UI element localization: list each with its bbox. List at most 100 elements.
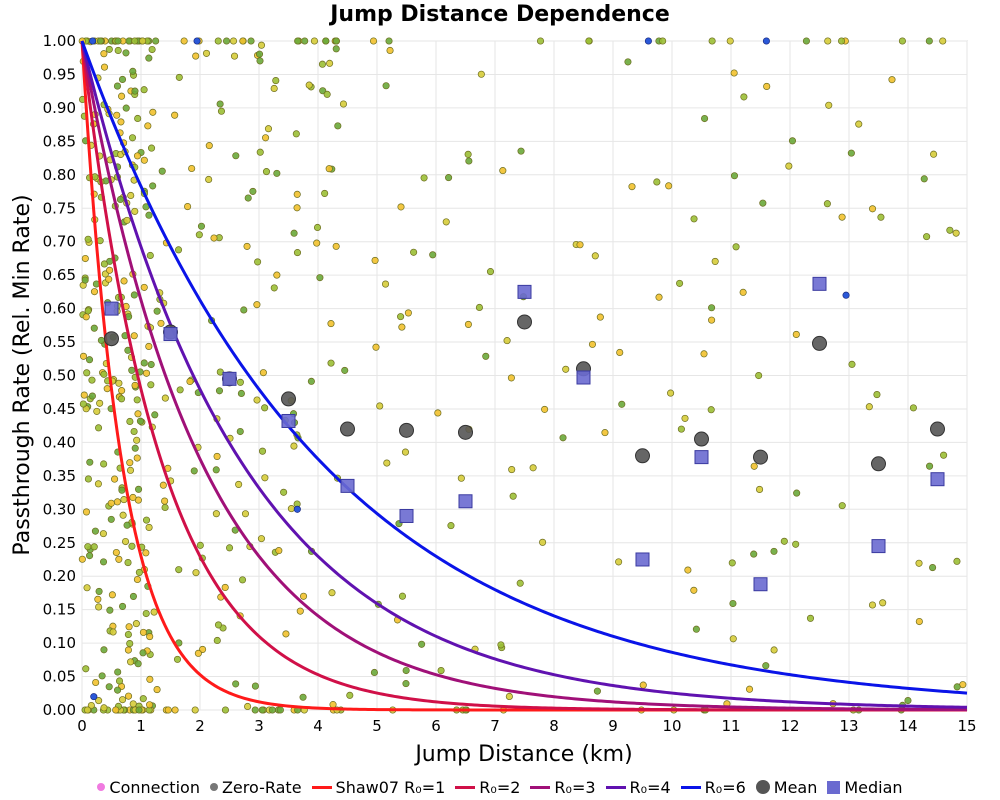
legend-label: R₀=4 <box>629 777 671 797</box>
y-tick-label: 0.55 <box>43 333 76 351</box>
scatter-point <box>499 167 507 175</box>
scatter-point <box>112 706 120 714</box>
scatter-point <box>193 37 201 45</box>
legend-item: Mean <box>755 778 817 797</box>
scatter-point <box>98 672 106 680</box>
scatter-point <box>920 175 928 183</box>
x-tick-label: 15 <box>957 717 976 735</box>
y-tick-label: 0.30 <box>43 500 76 518</box>
legend-label: Median <box>844 777 903 797</box>
scatter-point <box>508 466 516 474</box>
scatter-point <box>802 37 810 45</box>
scatter-point <box>562 365 570 373</box>
median-marker <box>340 478 355 493</box>
scatter-point <box>82 665 90 673</box>
scatter-point <box>299 592 308 600</box>
scatter-point <box>824 37 832 45</box>
scatter-point <box>240 306 248 314</box>
scatter-point <box>398 323 406 331</box>
scatter-point <box>503 337 511 345</box>
scatter-point <box>157 319 165 327</box>
scatter-point <box>953 557 961 565</box>
y-tick-label: 0.45 <box>43 400 76 418</box>
scatter-point <box>728 559 736 567</box>
scatter-point <box>692 625 700 633</box>
scatter-point <box>332 242 340 250</box>
scatter-point <box>151 411 159 419</box>
scatter-point <box>457 474 465 482</box>
scatter-point <box>293 204 301 212</box>
scatter-point <box>140 359 148 367</box>
scatter-point <box>238 576 247 584</box>
scatter-point <box>708 304 716 312</box>
scatter-point <box>402 666 410 675</box>
scatter-point <box>371 256 379 264</box>
legend-item: R₀=4 <box>605 777 671 797</box>
scatter-point <box>131 381 139 389</box>
scatter-point <box>243 242 251 250</box>
curve-line <box>80 40 968 695</box>
scatter-point <box>249 187 257 195</box>
scatter-point <box>96 37 104 45</box>
scatter-point <box>325 165 333 173</box>
scatter-point <box>128 542 136 550</box>
legend-symbol <box>455 785 476 789</box>
scatter-point <box>88 376 96 384</box>
median-marker <box>517 284 532 299</box>
scatter-point <box>109 628 117 636</box>
scatter-point <box>95 424 103 432</box>
x-tick-label: 6 <box>431 717 441 735</box>
scatter-point <box>135 706 143 714</box>
scatter-point <box>106 266 114 274</box>
scatter-point <box>146 701 154 709</box>
scatter-point <box>823 200 831 208</box>
mean-marker <box>399 422 414 438</box>
scatter-point <box>244 194 252 202</box>
scatter-point <box>127 191 135 200</box>
scatter-point <box>326 59 334 67</box>
scatter-point <box>239 37 247 45</box>
scatter-point <box>293 505 301 513</box>
mean-marker <box>635 448 650 464</box>
scatter-point <box>216 100 224 108</box>
legend-item: Median <box>827 777 903 797</box>
x-axis-title: Jump Distance (km) <box>413 742 632 767</box>
scatter-point <box>655 293 663 301</box>
scatter-point <box>376 402 384 410</box>
scatter-point <box>111 475 119 483</box>
scatter-point <box>711 257 719 265</box>
y-axis-title: Passthrough Rate (Rel. Min Rate) <box>10 194 35 555</box>
scatter-point <box>107 499 115 507</box>
scatter-point <box>95 697 103 705</box>
mean-marker <box>694 431 709 447</box>
y-tick-label: 0.35 <box>43 467 76 485</box>
scatter-point <box>145 54 153 62</box>
scatter-point <box>272 77 280 85</box>
scatter-point <box>529 464 537 472</box>
median-marker <box>222 371 237 386</box>
scatter-point <box>149 108 157 116</box>
median-marker <box>812 276 827 291</box>
x-tick-label: 3 <box>254 717 264 735</box>
scatter-point <box>316 274 324 282</box>
scatter-point <box>194 649 202 657</box>
scatter-point <box>732 243 740 251</box>
scatter-point <box>939 37 947 45</box>
scatter-point <box>868 205 877 213</box>
y-tick-label: 0.50 <box>43 367 76 385</box>
scatter-point <box>133 152 142 160</box>
x-tick-label: 5 <box>372 717 382 735</box>
scatter-point <box>475 303 483 312</box>
scatter-point <box>838 37 846 45</box>
mean-marker <box>517 314 532 330</box>
scatter-point <box>290 442 298 450</box>
scatter-point <box>142 609 150 618</box>
scatter-point <box>80 391 88 399</box>
legend-label: R₀=3 <box>554 777 596 797</box>
scatter-point <box>322 37 330 45</box>
x-tick-label: 8 <box>549 717 559 735</box>
scatter-point <box>150 608 158 616</box>
scatter-point <box>135 568 143 576</box>
scatter-point <box>726 37 734 45</box>
scatter-point <box>78 555 86 563</box>
